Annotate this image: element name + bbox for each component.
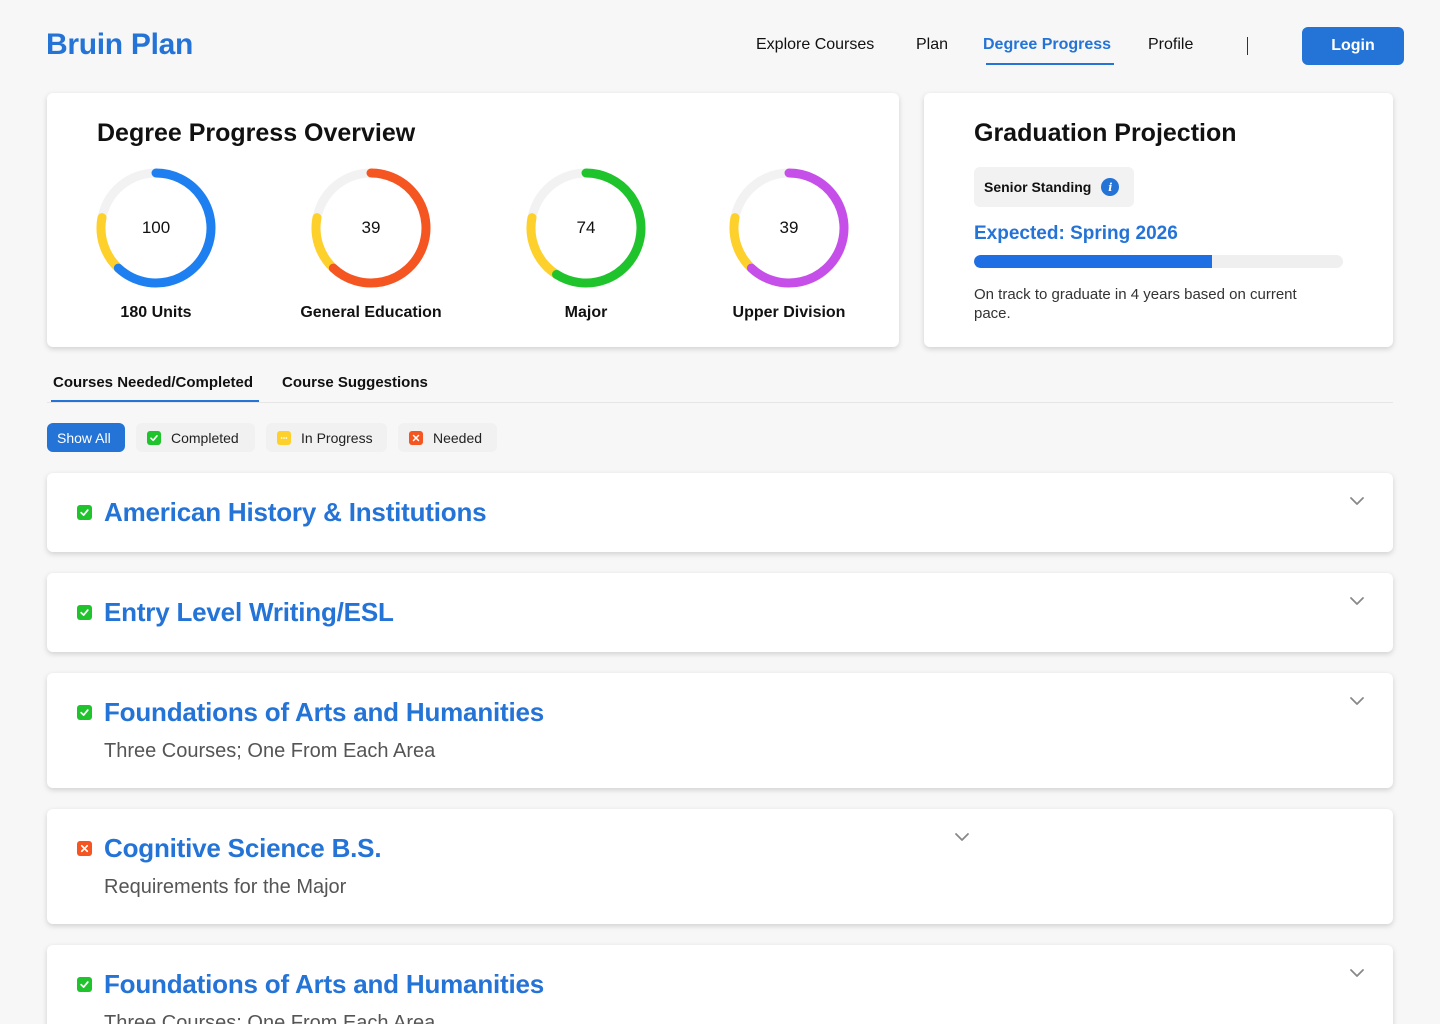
needed-cross-icon: [77, 841, 92, 856]
ring-in-progress-arc: [96, 213, 123, 273]
filter-show-all[interactable]: Show All: [47, 423, 125, 452]
ring-major-value: 74: [576, 218, 596, 237]
ring-general-education-value: 39: [361, 218, 381, 237]
ring-major-label: Major: [564, 304, 608, 321]
ring-general-education-chart: [311, 168, 431, 288]
ring-units-chart: [96, 168, 216, 288]
expected-graduation: Expected: Spring 2026: [974, 223, 1178, 244]
requirement-section[interactable]: American History & Institutions: [47, 473, 1393, 552]
standing-badge: Senior Standing i: [974, 167, 1134, 207]
ring-major: 74: [524, 166, 648, 290]
graduation-progress-bar: [974, 255, 1343, 268]
ring-major-chart: [526, 168, 646, 288]
tab-active-underline: [51, 400, 259, 402]
nav-separator: [1247, 37, 1248, 55]
graduation-projection-card: Graduation Projection Senior Standing i …: [924, 93, 1393, 347]
ring-completed-arc: [746, 168, 849, 288]
login-button[interactable]: Login: [1302, 27, 1404, 65]
ring-general-education: 39: [309, 166, 433, 290]
requirement-title: Foundations of Arts and Humanities: [104, 969, 545, 999]
chevron-down-icon[interactable]: [1349, 968, 1365, 978]
in-progress-icon: [277, 430, 291, 445]
ring-units-label: 180 Units: [120, 304, 192, 321]
standing-label: Senior Standing: [984, 179, 1092, 195]
nav-profile[interactable]: Profile: [1148, 36, 1194, 53]
ring-units-value: 100: [141, 218, 171, 237]
ring-in-progress-arc: [729, 213, 756, 273]
info-icon[interactable]: i: [1101, 178, 1120, 196]
completed-check-icon: [77, 977, 92, 992]
nav-active-underline: [986, 63, 1114, 65]
completed-check-icon: [77, 505, 92, 520]
degree-progress-overview-card: Degree Progress Overview 100 180 Units 3…: [47, 93, 899, 347]
ring-general-education-label: General Education: [300, 304, 442, 321]
nav-explore-courses[interactable]: Explore Courses: [756, 36, 875, 53]
nav-degree-progress[interactable]: Degree Progress: [983, 36, 1112, 53]
graduation-note: On track to graduate in 4 years based on…: [974, 286, 1297, 322]
ring-upper-division-value: 39: [779, 218, 799, 237]
tab-course-suggestions[interactable]: Course Suggestions: [282, 374, 428, 391]
requirement-title: Cognitive Science B.S.: [104, 833, 382, 863]
chevron-down-icon[interactable]: [954, 832, 970, 842]
filter-completed-label: Completed: [171, 429, 239, 446]
ring-upper-division-chart: [729, 168, 849, 288]
requirement-section[interactable]: Foundations of Arts and Humanities Three…: [47, 673, 1393, 788]
top-header: Bruin Plan Explore Courses Plan Degree P…: [0, 0, 1440, 92]
filter-show-all-label: Show All: [57, 429, 111, 446]
chevron-down-icon[interactable]: [1349, 596, 1365, 606]
requirement-subtitle: Three Courses; One From Each Area: [104, 740, 436, 762]
ring-in-progress-arc: [526, 213, 562, 279]
ring-completed-arc: [328, 168, 431, 288]
requirement-section[interactable]: Entry Level Writing/ESL: [47, 573, 1393, 652]
completed-check-icon: [77, 605, 92, 620]
filter-in-progress-label: In Progress: [301, 429, 373, 446]
filter-completed[interactable]: Completed: [136, 423, 255, 452]
ring-upper-division: 39: [727, 166, 851, 290]
requirement-subtitle: Three Courses; One From Each Area: [104, 1012, 436, 1024]
requirement-title: Foundations of Arts and Humanities: [104, 697, 545, 727]
graduation-title: Graduation Projection: [974, 119, 1237, 147]
ring-in-progress-arc: [311, 213, 338, 273]
nav-plan[interactable]: Plan: [916, 36, 949, 53]
requirement-section[interactable]: Foundations of Arts and Humanities Three…: [47, 945, 1393, 1024]
filter-needed[interactable]: Needed: [398, 423, 497, 452]
ring-upper-division-label: Upper Division: [732, 304, 846, 321]
requirement-title: Entry Level Writing/ESL: [104, 597, 394, 627]
ring-completed-arc: [552, 168, 646, 288]
requirement-section[interactable]: Cognitive Science B.S. Requirements for …: [47, 809, 1393, 924]
cross-icon: [409, 430, 423, 445]
requirement-title: American History & Institutions: [104, 497, 487, 527]
completed-check-icon: [77, 705, 92, 720]
filter-in-progress[interactable]: In Progress: [266, 423, 387, 452]
filter-needed-label: Needed: [433, 429, 483, 446]
brand-logo[interactable]: Bruin Plan: [46, 28, 194, 61]
ring-units: 100: [94, 166, 218, 290]
requirement-subtitle: Requirements for the Major: [104, 876, 347, 898]
tab-courses-needed-completed[interactable]: Courses Needed/Completed: [53, 374, 254, 391]
check-icon: [147, 430, 161, 445]
graduation-progress-fill: [974, 255, 1212, 268]
chevron-down-icon[interactable]: [1349, 496, 1365, 506]
ring-completed-arc: [113, 168, 216, 288]
chevron-down-icon[interactable]: [1349, 696, 1365, 706]
course-tabs: Courses Needed/Completed Course Suggesti…: [47, 368, 1393, 403]
overview-title: Degree Progress Overview: [97, 119, 416, 147]
